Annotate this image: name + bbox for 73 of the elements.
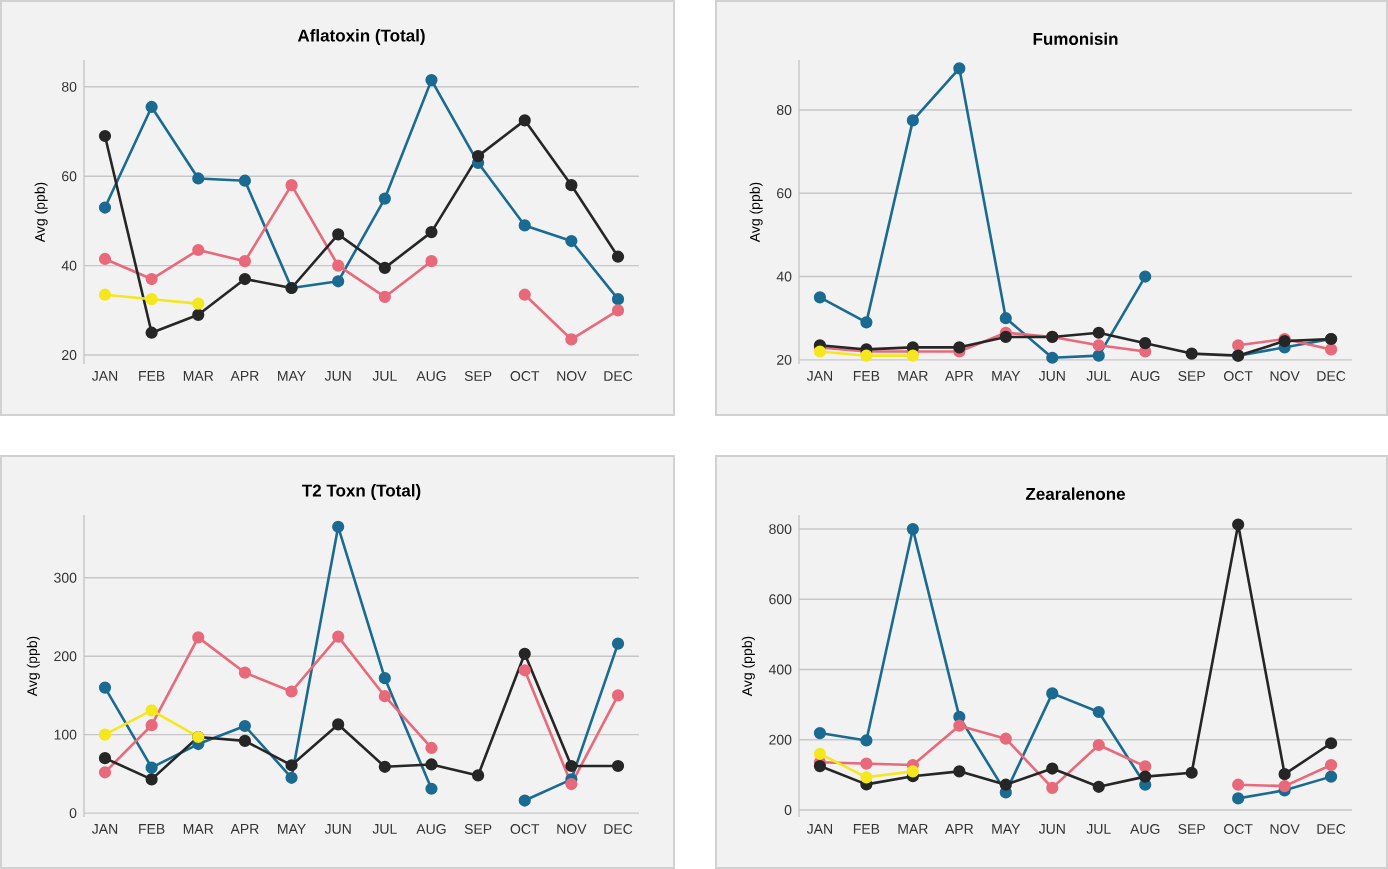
- x-tick-label: FEB: [853, 824, 880, 834]
- y-tick-label: 40: [61, 260, 77, 271]
- x-tick-label: MAR: [898, 824, 928, 834]
- y-tick-label: 0: [69, 808, 77, 819]
- y-axis-title: Avg (ppb): [749, 182, 763, 243]
- x-tick-label: SEP: [1178, 371, 1205, 381]
- x-tick-label: JUN: [324, 824, 351, 834]
- x-tick-label: FEB: [853, 371, 880, 381]
- x-tick-label: NOV: [1270, 824, 1300, 834]
- x-tick-label: AUG: [416, 824, 446, 834]
- x-tick-label: MAY: [992, 824, 1021, 834]
- x-tick-label: FEB: [139, 824, 165, 834]
- x-tick-label: DEC: [1317, 824, 1346, 834]
- x-tick-label: SEP: [464, 824, 492, 834]
- x-tick-label: OCT: [510, 371, 540, 381]
- y-tick-label: 20: [777, 354, 792, 365]
- y-tick-label: 300: [54, 572, 77, 583]
- x-tick-label: MAR: [183, 824, 214, 834]
- x-tick-label: OCT: [1224, 371, 1253, 381]
- x-tick-label: OCT: [510, 824, 540, 834]
- x-tick-label: JUN: [1038, 824, 1065, 834]
- chart-title: Aflatoxin (Total): [297, 29, 425, 45]
- x-tick-label: APR: [230, 824, 259, 834]
- y-axis-title: Avg (ppb): [741, 636, 755, 697]
- x-tick-label: OCT: [1224, 824, 1253, 834]
- x-tick-label: FEB: [139, 371, 165, 381]
- y-tick-label: 200: [769, 734, 792, 745]
- x-tick-label: MAR: [898, 371, 928, 381]
- y-tick-label: 0: [784, 805, 792, 815]
- x-tick-label: AUG: [1130, 824, 1160, 834]
- y-tick-label: 600: [769, 594, 792, 605]
- x-tick-label: DEC: [604, 824, 633, 834]
- x-tick-label: MAY: [278, 824, 306, 834]
- x-tick-label: APR: [944, 824, 974, 834]
- y-axis-title: Avg (ppb): [26, 636, 40, 697]
- chart-title: Zearalenone: [1025, 487, 1125, 500]
- y-tick-label: 60: [777, 188, 792, 199]
- chart-title: T2 Toxn (Total): [302, 484, 421, 500]
- x-tick-label: NOV: [1270, 371, 1300, 381]
- x-tick-label: APR: [944, 371, 974, 381]
- x-tick-label: JAN: [806, 371, 832, 381]
- x-tick-label: NOV: [557, 371, 587, 381]
- y-tick-label: 200: [54, 651, 77, 662]
- y-tick-label: 400: [768, 664, 792, 675]
- x-tick-label: APR: [230, 371, 259, 381]
- x-tick-label: JAN: [91, 824, 118, 834]
- x-tick-label: JUL: [1086, 824, 1111, 834]
- y-tick-label: 80: [61, 81, 77, 92]
- y-tick-label: 60: [62, 171, 77, 182]
- x-tick-label: JAN: [91, 371, 118, 381]
- x-tick-label: SEP: [1178, 824, 1205, 834]
- x-tick-label: DEC: [604, 371, 633, 381]
- y-axis-title: Avg (ppb): [34, 182, 48, 243]
- x-tick-label: SEP: [464, 371, 492, 381]
- chart-title: Fumonisin: [1033, 32, 1118, 45]
- x-tick-label: DEC: [1317, 371, 1346, 381]
- x-tick-label: JAN: [806, 824, 832, 834]
- y-tick-label: 80: [776, 105, 792, 115]
- x-tick-label: JUL: [372, 371, 397, 381]
- y-tick-label: 20: [62, 350, 77, 360]
- x-tick-label: JUL: [372, 824, 397, 834]
- x-tick-label: MAR: [183, 371, 214, 381]
- y-tick-label: 40: [776, 271, 792, 282]
- y-tick-label: 100: [54, 729, 77, 740]
- x-tick-label: MAY: [278, 371, 306, 381]
- x-tick-label: JUN: [324, 371, 351, 381]
- x-tick-label: JUN: [1038, 371, 1065, 381]
- x-tick-label: NOV: [557, 824, 587, 834]
- y-tick-label: 800: [769, 524, 792, 535]
- x-tick-label: JUL: [1086, 371, 1111, 381]
- x-tick-label: AUG: [1130, 371, 1160, 381]
- x-tick-label: MAY: [992, 371, 1021, 381]
- x-tick-label: AUG: [416, 371, 446, 381]
